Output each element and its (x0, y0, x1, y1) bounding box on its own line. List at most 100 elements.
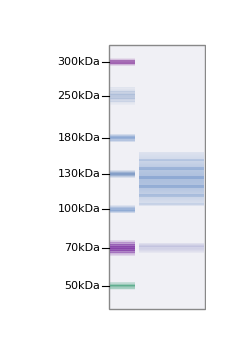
FancyBboxPatch shape (110, 250, 135, 251)
FancyBboxPatch shape (139, 173, 204, 174)
FancyBboxPatch shape (110, 91, 135, 92)
FancyBboxPatch shape (139, 162, 204, 163)
FancyBboxPatch shape (139, 248, 204, 249)
FancyBboxPatch shape (139, 246, 204, 247)
FancyBboxPatch shape (139, 172, 204, 173)
FancyBboxPatch shape (139, 186, 204, 187)
FancyBboxPatch shape (139, 165, 204, 166)
FancyBboxPatch shape (110, 94, 135, 95)
FancyBboxPatch shape (139, 204, 204, 205)
FancyBboxPatch shape (139, 199, 204, 200)
FancyBboxPatch shape (110, 100, 135, 101)
FancyBboxPatch shape (110, 98, 135, 99)
FancyBboxPatch shape (139, 190, 204, 191)
FancyBboxPatch shape (139, 176, 204, 178)
FancyBboxPatch shape (110, 102, 135, 103)
Text: 100kDa: 100kDa (58, 204, 101, 214)
FancyBboxPatch shape (110, 98, 135, 99)
FancyBboxPatch shape (139, 161, 204, 162)
FancyBboxPatch shape (110, 95, 135, 96)
Text: 70kDa: 70kDa (65, 243, 101, 253)
FancyBboxPatch shape (110, 100, 135, 101)
FancyBboxPatch shape (139, 164, 204, 165)
FancyBboxPatch shape (139, 182, 204, 183)
FancyBboxPatch shape (110, 93, 135, 94)
FancyBboxPatch shape (110, 244, 135, 245)
FancyBboxPatch shape (139, 186, 204, 188)
FancyBboxPatch shape (139, 245, 204, 246)
FancyBboxPatch shape (110, 88, 135, 89)
FancyBboxPatch shape (139, 196, 204, 197)
FancyBboxPatch shape (110, 241, 135, 242)
FancyBboxPatch shape (139, 154, 204, 155)
FancyBboxPatch shape (139, 156, 204, 157)
FancyBboxPatch shape (110, 254, 135, 255)
FancyBboxPatch shape (139, 168, 204, 169)
FancyBboxPatch shape (139, 250, 204, 251)
Text: 250kDa: 250kDa (57, 91, 101, 101)
FancyBboxPatch shape (139, 169, 204, 170)
FancyBboxPatch shape (139, 200, 204, 201)
FancyBboxPatch shape (139, 179, 204, 180)
FancyBboxPatch shape (110, 93, 135, 94)
FancyBboxPatch shape (110, 88, 135, 89)
FancyBboxPatch shape (139, 251, 204, 252)
FancyBboxPatch shape (139, 158, 204, 159)
FancyBboxPatch shape (139, 247, 204, 248)
FancyBboxPatch shape (139, 171, 204, 172)
FancyBboxPatch shape (139, 153, 204, 154)
FancyBboxPatch shape (110, 253, 135, 254)
FancyBboxPatch shape (110, 242, 135, 243)
FancyBboxPatch shape (139, 160, 204, 161)
FancyBboxPatch shape (110, 95, 135, 96)
FancyBboxPatch shape (139, 177, 204, 178)
FancyBboxPatch shape (139, 188, 204, 189)
FancyBboxPatch shape (139, 195, 204, 196)
FancyBboxPatch shape (110, 248, 135, 249)
FancyBboxPatch shape (139, 244, 204, 245)
FancyBboxPatch shape (139, 243, 204, 244)
FancyBboxPatch shape (110, 89, 135, 90)
FancyBboxPatch shape (110, 246, 135, 247)
FancyBboxPatch shape (139, 248, 204, 249)
FancyBboxPatch shape (139, 193, 204, 194)
FancyBboxPatch shape (110, 244, 135, 245)
FancyBboxPatch shape (110, 104, 135, 105)
FancyBboxPatch shape (139, 180, 204, 181)
FancyBboxPatch shape (139, 174, 204, 175)
FancyBboxPatch shape (139, 244, 204, 245)
FancyBboxPatch shape (139, 246, 204, 247)
FancyBboxPatch shape (139, 184, 204, 185)
FancyBboxPatch shape (110, 243, 135, 244)
FancyBboxPatch shape (139, 178, 204, 180)
FancyBboxPatch shape (110, 241, 135, 242)
FancyBboxPatch shape (110, 92, 135, 93)
FancyBboxPatch shape (139, 194, 204, 195)
FancyBboxPatch shape (110, 251, 135, 252)
FancyBboxPatch shape (139, 192, 204, 193)
FancyBboxPatch shape (139, 184, 204, 186)
FancyBboxPatch shape (110, 249, 135, 250)
Text: 300kDa: 300kDa (58, 57, 101, 67)
FancyBboxPatch shape (139, 203, 204, 205)
Text: 180kDa: 180kDa (57, 133, 101, 143)
FancyBboxPatch shape (139, 205, 204, 206)
FancyBboxPatch shape (139, 168, 204, 169)
FancyBboxPatch shape (139, 187, 204, 188)
FancyBboxPatch shape (139, 197, 204, 198)
FancyBboxPatch shape (110, 252, 135, 253)
FancyBboxPatch shape (139, 201, 204, 202)
FancyBboxPatch shape (110, 96, 135, 97)
FancyBboxPatch shape (139, 252, 204, 253)
FancyBboxPatch shape (139, 191, 204, 192)
FancyBboxPatch shape (139, 181, 204, 182)
FancyBboxPatch shape (139, 198, 204, 199)
FancyBboxPatch shape (139, 183, 204, 184)
Text: 130kDa: 130kDa (58, 169, 101, 179)
FancyBboxPatch shape (139, 157, 204, 158)
FancyBboxPatch shape (139, 243, 204, 244)
FancyBboxPatch shape (139, 175, 204, 176)
FancyBboxPatch shape (139, 203, 204, 204)
FancyBboxPatch shape (139, 155, 204, 156)
FancyBboxPatch shape (110, 240, 135, 241)
